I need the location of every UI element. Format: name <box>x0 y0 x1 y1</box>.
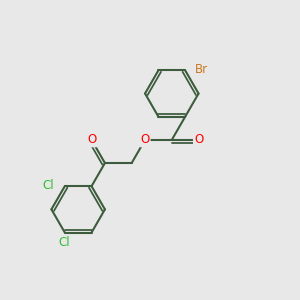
Text: Cl: Cl <box>58 236 70 249</box>
Text: Cl: Cl <box>42 179 54 192</box>
Text: Br: Br <box>194 63 208 76</box>
Text: O: O <box>87 134 96 146</box>
Text: O: O <box>194 134 203 146</box>
Text: O: O <box>140 134 150 146</box>
